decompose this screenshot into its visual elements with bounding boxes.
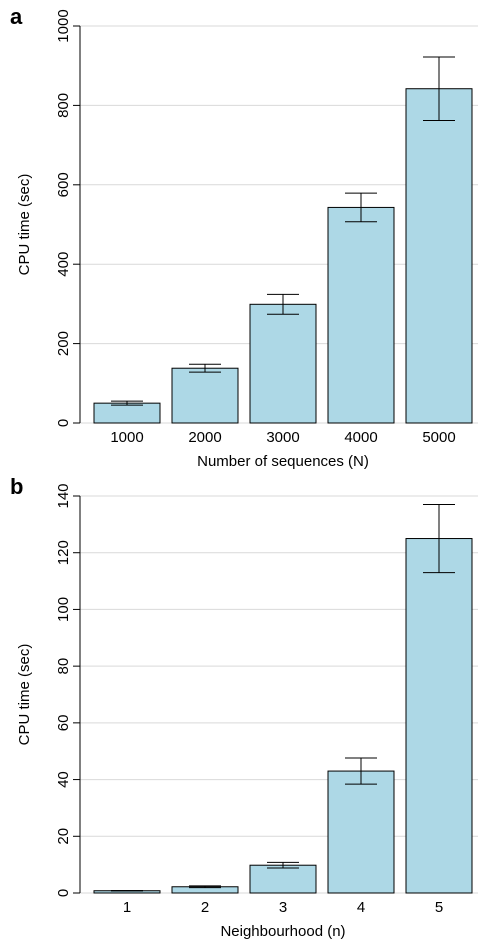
y-tick-label: 200: [55, 331, 72, 356]
panel-label: a: [10, 4, 23, 29]
y-tick-label: 1000: [55, 9, 72, 42]
x-tick-label: 3000: [266, 429, 299, 446]
y-tick-label: 0: [55, 889, 72, 897]
y-tick-label: 60: [55, 715, 72, 732]
y-tick-label: 120: [55, 540, 72, 565]
bar: [405, 88, 473, 424]
x-tick-label: 2: [201, 899, 209, 916]
y-axis-title: CPU time (sec): [16, 644, 33, 746]
y-tick-label: 20: [55, 828, 72, 845]
y-tick-label: 100: [55, 597, 72, 622]
x-tick-label: 1: [123, 899, 131, 916]
panel-label: b: [10, 474, 23, 499]
y-tick-label: 40: [55, 771, 72, 788]
y-tick-label: 0: [55, 419, 72, 427]
bar: [171, 367, 239, 424]
x-tick-label: 5: [435, 899, 443, 916]
x-tick-label: 2000: [188, 429, 221, 446]
x-tick-label: 4000: [344, 429, 377, 446]
bar: [249, 303, 317, 424]
y-tick-label: 600: [55, 172, 72, 197]
bar: [327, 206, 395, 424]
bar: [93, 402, 161, 424]
y-tick-label: 800: [55, 93, 72, 118]
chart: a CPU time (sec) Number of sequences (N) 0 2…: [10, 4, 478, 470]
x-tick-label: 1000: [110, 429, 143, 446]
y-tick-label: 80: [55, 658, 72, 675]
bar: [327, 770, 395, 894]
chart: b CPU time (sec) Neighbourhood (n) 0 20 40 60 8…: [10, 474, 478, 940]
x-tick-label: 3: [279, 899, 287, 916]
x-tick-label: 4: [357, 899, 365, 916]
bar: [249, 864, 317, 894]
y-tick-label: 140: [55, 483, 72, 508]
bar: [405, 538, 473, 894]
x-axis-title: Number of sequences (N): [197, 453, 369, 470]
y-tick-label: 400: [55, 252, 72, 277]
x-axis-title: Neighbourhood (n): [220, 923, 345, 940]
y-axis-title: CPU time (sec): [16, 174, 33, 276]
x-tick-label: 5000: [422, 429, 455, 446]
